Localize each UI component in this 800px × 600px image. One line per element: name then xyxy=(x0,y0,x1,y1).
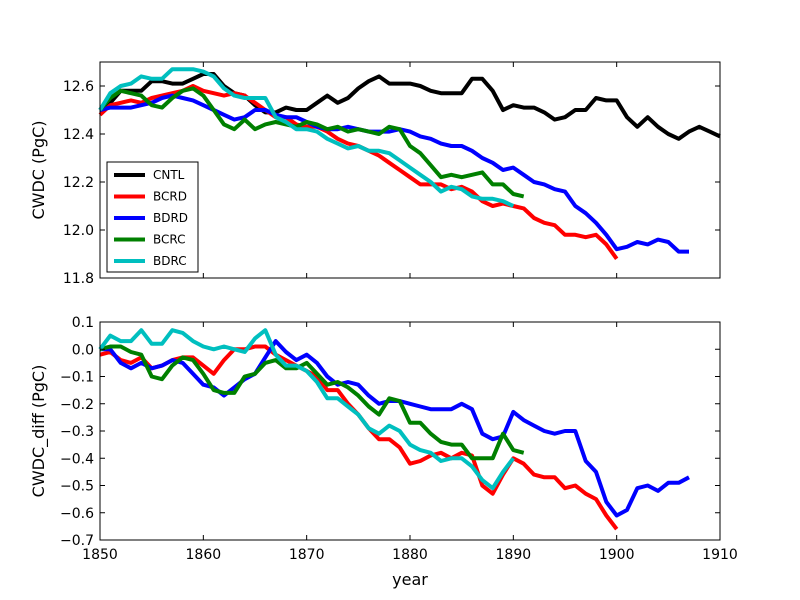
bottom-xtick-label: 1910 xyxy=(702,547,738,563)
bottom-ytick-label: −0.2 xyxy=(60,397,94,413)
bottom-xtick-label: 1860 xyxy=(186,547,222,563)
bottom-xticks: 1850 1860 1870 1880 1890 1900 1910 xyxy=(82,322,738,563)
top-series-group xyxy=(98,67,721,260)
bottom-ytick-label: −0.3 xyxy=(60,424,94,440)
bottom-xtick-label: 1870 xyxy=(289,547,325,563)
legend-label-bcrc: BCRC xyxy=(153,233,186,247)
top-series-line-bdrd xyxy=(99,93,689,254)
top-ytick-label: 12.4 xyxy=(63,127,94,143)
top-ytick-label: 12.0 xyxy=(63,223,94,239)
bottom-ytick-label: −0.4 xyxy=(60,451,94,467)
bottom-y-axis-label: CWDC_diff (PgC) xyxy=(29,365,49,498)
legend: CNTL BCRD BDRD BCRC BDRC xyxy=(106,161,199,273)
legend-label-bdrc: BDRC xyxy=(153,254,187,268)
top-ytick-label: 12.2 xyxy=(63,175,94,191)
bottom-series-group xyxy=(98,328,690,531)
bottom-xtick-label: 1850 xyxy=(82,547,118,563)
top-ytick-label: 12.6 xyxy=(63,79,94,95)
bottom-series-line-bdrc xyxy=(98,328,515,491)
bottom-ytick-label: −0.7 xyxy=(60,533,94,549)
bottom-ytick-label: −0.6 xyxy=(60,506,94,522)
top-panel: 11.8 12.0 12.2 12.4 12.6 CWDC (PgC) CNTL BCRD… xyxy=(29,61,721,287)
top-yticks: 11.8 12.0 12.2 12.4 12.6 xyxy=(63,79,720,287)
x-axis-label: year xyxy=(392,570,428,589)
bottom-ytick-label: 0.0 xyxy=(72,342,94,358)
legend-label-bcrd: BCRD xyxy=(153,190,187,204)
bottom-xtick-label: 1900 xyxy=(599,547,635,563)
bottom-ytick-label: −0.1 xyxy=(60,370,94,386)
top-series-line-bdrc xyxy=(98,67,515,208)
bottom-yticks: −0.7 −0.6 −0.5 −0.4 −0.3 −0.2 −0.1 0.0 0.1 xyxy=(60,315,720,549)
top-xticks xyxy=(99,62,721,278)
top-ytick-label: 11.8 xyxy=(63,271,94,287)
top-y-axis-label: CWDC (PgC) xyxy=(29,120,48,219)
top-series-line-cntl xyxy=(98,72,721,141)
bottom-xtick-label: 1880 xyxy=(392,547,428,563)
legend-label-bdrd: BDRD xyxy=(153,211,188,225)
bottom-series-line-bcrc xyxy=(99,344,525,461)
bottom-ytick-label: −0.5 xyxy=(60,479,94,495)
bottom-panel: −0.7−0.6−0.5−0.4−0.3−0.2−0.10.00.1 1850 1… xyxy=(29,315,738,589)
top-series-line-bcrc xyxy=(98,86,525,199)
bottom-xtick-label: 1890 xyxy=(496,547,532,563)
legend-label-cntl: CNTL xyxy=(153,168,185,182)
bottom-ytick-label: 0.1 xyxy=(72,315,94,331)
